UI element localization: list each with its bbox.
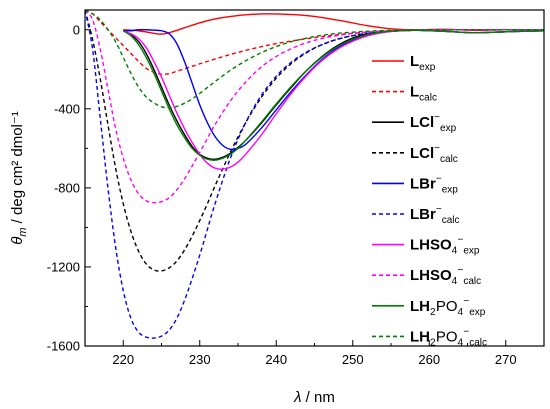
legend-label: LH2 PO4 −exp: [410, 296, 486, 318]
y-tick-label: -1600: [47, 339, 80, 354]
legend-label: LHSO4 −exp: [410, 235, 480, 257]
legend-label: LBr−exp: [410, 173, 458, 195]
y-axis-title: θm / deg cm² dmol⁻¹: [9, 111, 29, 245]
axes-layer: 220 230 240 250 260 270 0 -400 -800 -1200 -1600: [47, 9, 545, 367]
legend-entry-4: LBr−exp: [372, 173, 458, 195]
x-axis-title: λ / nm: [293, 389, 335, 406]
legend-entry-2: LCl−exp: [372, 112, 457, 134]
legend-entry-5: LBr−calc: [372, 204, 459, 226]
legend-entry-0: Lexp: [372, 53, 436, 73]
legend-label: LBr−calc: [410, 204, 459, 226]
series-line-3: [85, 10, 544, 272]
legend-label: Lcalc: [410, 84, 437, 104]
series-line-7: [85, 10, 544, 204]
x-tick-label: 250: [342, 352, 364, 367]
series-line-1: [85, 10, 544, 76]
axis-titles: λ / nm θm / deg cm² dmol⁻¹: [9, 111, 335, 406]
y-tick-label: -400: [54, 101, 80, 116]
series-line-6: [122, 29, 544, 170]
legend-entry-7: LHSO4 −calc: [372, 265, 481, 287]
series-layer: [85, 10, 544, 339]
legend-label: LCl−calc: [410, 143, 458, 165]
legend-entry-8: LH2 PO4 −exp: [372, 296, 486, 318]
legend-entry-6: LHSO4 −exp: [372, 235, 480, 257]
legend: Lexp Lcalc LCl−exp LCl−calc LBr−exp LBr−calc L…: [372, 53, 487, 348]
legend-entry-9: LH2 PO4 −calc: [372, 326, 487, 348]
y-tick-label: 0: [73, 22, 80, 37]
legend-label: Lexp: [410, 53, 436, 73]
x-tick-label: 230: [189, 352, 211, 367]
legend-entry-3: LCl−calc: [372, 143, 458, 165]
series-line-9: [85, 10, 544, 109]
y-tick-label: -1200: [47, 259, 80, 274]
x-tick-label: 260: [418, 352, 440, 367]
series-line-0: [123, 13, 544, 35]
legend-label: LH2 PO4 −calc: [410, 326, 487, 348]
legend-entry-1: Lcalc: [372, 84, 437, 104]
legend-label: LHSO4 −calc: [410, 265, 481, 287]
series-line-8: [122, 29, 544, 161]
y-tick-label: -800: [54, 180, 80, 195]
x-tick-label: 240: [265, 352, 287, 367]
x-tick-label: 270: [495, 352, 517, 367]
series-line-5: [85, 10, 544, 339]
legend-label: LCl−exp: [410, 112, 457, 134]
x-tick-label: 220: [112, 352, 134, 367]
